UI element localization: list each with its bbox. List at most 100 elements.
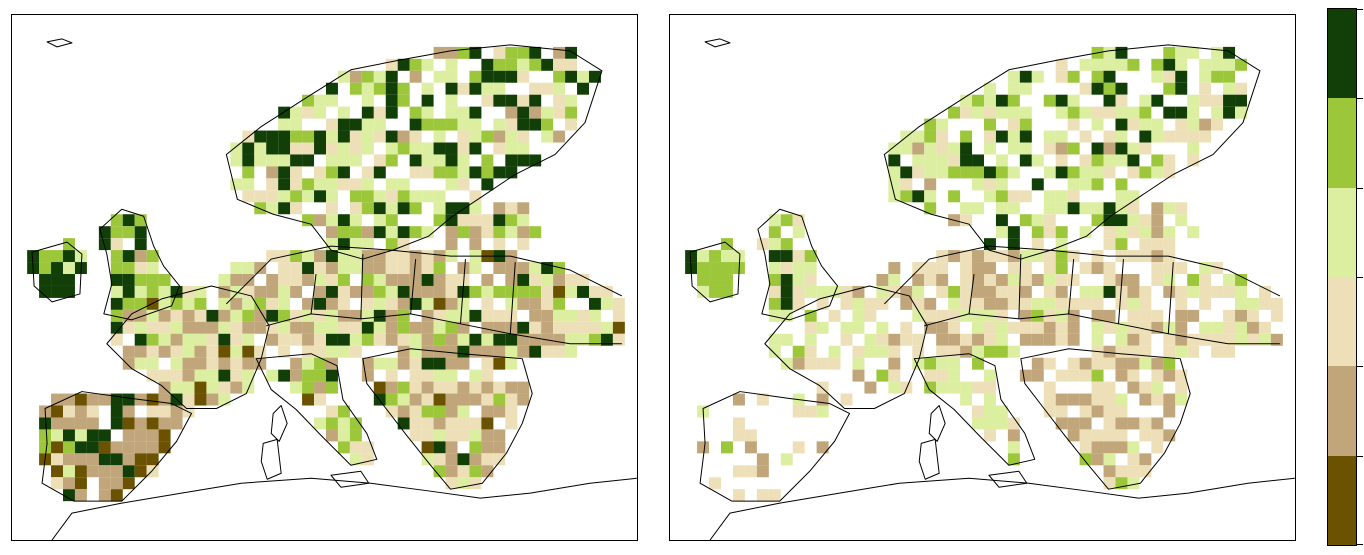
europe-map-left xyxy=(27,38,637,540)
grid-cell-class4 xyxy=(768,262,781,275)
grid-cell-class6 xyxy=(110,417,123,430)
grid-cell-class6 xyxy=(493,166,506,179)
grid-cell-class6 xyxy=(110,297,123,310)
grid-cell-class6 xyxy=(122,465,135,478)
grid-cell-class4 xyxy=(1115,393,1128,406)
grid-cell-class6 xyxy=(325,250,338,263)
grid-cell-class4 xyxy=(445,369,458,382)
grid-cell-class3 xyxy=(349,441,362,454)
grid-cell-class4 xyxy=(1139,226,1152,239)
grid-cell-class2 xyxy=(493,405,506,418)
grid-cell-class6 xyxy=(995,94,1008,107)
grid-cell-class3 xyxy=(1055,70,1068,83)
grid-cell-class2 xyxy=(756,453,769,466)
grid-cell-class4 xyxy=(349,238,362,251)
grid-cell-class4 xyxy=(325,94,338,107)
grid-cell-class2 xyxy=(1163,285,1176,298)
grid-cell-class3 xyxy=(433,453,446,466)
grid-cell-class4 xyxy=(361,130,374,143)
grid-cell-class2 xyxy=(864,381,877,394)
grid-cell-class4 xyxy=(960,94,973,107)
grid-cell-class3 xyxy=(1211,345,1224,358)
grid-cell-class5 xyxy=(409,226,422,239)
grid-cell-class6 xyxy=(385,82,398,95)
grid-cell-class4 xyxy=(505,297,518,310)
grid-cell-class4 xyxy=(421,190,434,203)
grid-cell-class3 xyxy=(325,405,338,418)
grid-cell-class5 xyxy=(337,274,350,286)
grid-cell-class6 xyxy=(433,142,446,155)
grid-cell-class5 xyxy=(349,82,362,95)
grid-cell-class3 xyxy=(1199,94,1212,107)
grid-cell-class3 xyxy=(1115,94,1128,107)
grid-cell-class3 xyxy=(385,405,398,418)
grid-cell-class4 xyxy=(182,381,195,394)
colorbar-segment-class2 xyxy=(1328,366,1356,457)
grid-cell-class3 xyxy=(505,202,518,215)
grid-cell-class2 xyxy=(936,321,949,334)
grid-cell-class3 xyxy=(349,202,362,215)
grid-cell-class3 xyxy=(349,178,362,191)
grid-cell-class3 xyxy=(290,309,303,322)
grid-cell-class3 xyxy=(912,297,925,310)
grid-cell-class4 xyxy=(1007,166,1020,179)
grid-cell-class4 xyxy=(1127,106,1140,119)
grid-cell-class4 xyxy=(445,309,458,322)
grid-cell-class2 xyxy=(1103,309,1116,322)
grid-cell-class2 xyxy=(457,262,470,275)
grid-cell-class6 xyxy=(588,297,601,310)
grid-cell-class4 xyxy=(182,345,195,358)
grid-cell-class5 xyxy=(780,238,793,251)
grid-cell-class2 xyxy=(110,477,123,490)
grid-cell-class2 xyxy=(1091,441,1104,454)
grid-cell-class2 xyxy=(122,345,135,358)
grid-cell-class3 xyxy=(912,166,925,179)
grid-cell-class5 xyxy=(792,345,805,358)
grid-cell-class6 xyxy=(445,202,458,215)
grid-cell-class5 xyxy=(302,214,315,227)
grid-cell-class2 xyxy=(409,70,422,83)
grid-cell-class4 xyxy=(565,285,578,298)
grid-cell-class2 xyxy=(1187,309,1200,322)
grid-cell-class6 xyxy=(373,202,386,215)
grid-cell-class3 xyxy=(266,297,279,310)
grid-cell-class6 xyxy=(278,202,291,215)
grid-cell-class4 xyxy=(421,226,434,239)
grid-cell-class5 xyxy=(421,405,434,418)
grid-cell-class2 xyxy=(852,369,865,382)
grid-cell-class2 xyxy=(1091,405,1104,418)
grid-cell-class4 xyxy=(995,202,1008,215)
grid-cell-class3 xyxy=(1187,154,1200,167)
colorbar-tick xyxy=(1356,187,1363,189)
grid-cell-class2 xyxy=(912,274,925,286)
grid-cell-class4 xyxy=(960,309,973,322)
grid-cell-class4 xyxy=(481,333,494,346)
grid-cell-class2 xyxy=(325,297,338,310)
grid-cell-class4 xyxy=(888,166,901,179)
grid-cell-class6 xyxy=(110,321,123,334)
grid-cell-class6 xyxy=(469,46,482,59)
grid-cell-class1 xyxy=(218,345,231,358)
grid-cell-class2 xyxy=(900,297,913,310)
grid-cell-class6 xyxy=(995,130,1008,143)
grid-cell-class3 xyxy=(445,417,458,430)
grid-cell-class6 xyxy=(517,106,530,119)
grid-cell-class2 xyxy=(481,441,494,454)
grid-cell-class2 xyxy=(122,453,135,466)
grid-cell-class3 xyxy=(361,441,374,454)
grid-cell-class3 xyxy=(960,106,973,119)
grid-cell-class2 xyxy=(122,357,135,370)
grid-cell-class3 xyxy=(481,226,494,239)
grid-cell-class3 xyxy=(481,214,494,227)
grid-cell-class5 xyxy=(720,285,733,298)
grid-cell-class2 xyxy=(397,274,410,286)
grid-cell-class2 xyxy=(445,46,458,59)
grid-cell-class4 xyxy=(146,309,159,322)
grid-cell-class2 xyxy=(218,357,231,370)
grid-cell-class2 xyxy=(1055,285,1068,298)
grid-cell-class6 xyxy=(469,333,482,346)
grid-cell-class6 xyxy=(361,106,374,119)
grid-cell-class2 xyxy=(314,381,326,394)
grid-cell-class5 xyxy=(385,393,398,406)
grid-cell-class2 xyxy=(385,381,398,394)
